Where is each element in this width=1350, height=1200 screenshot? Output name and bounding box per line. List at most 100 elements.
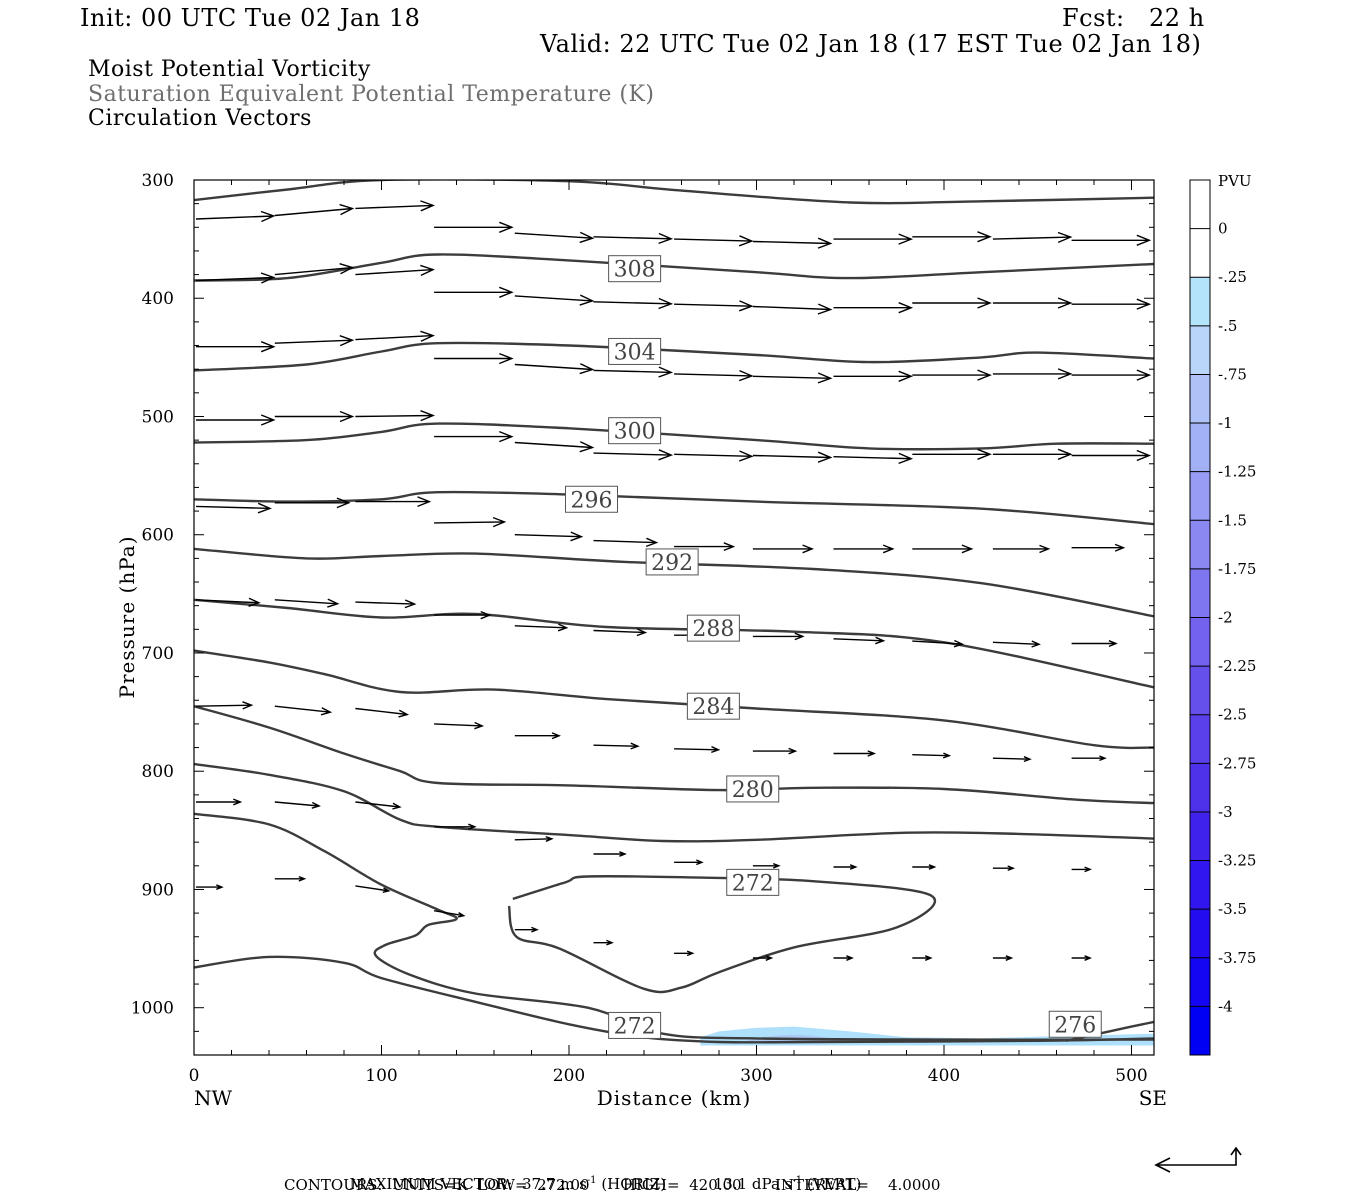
colorbar-label: -3.5 [1218, 900, 1247, 918]
circulation-vector [274, 335, 355, 347]
colorbar-label: -2 [1218, 609, 1233, 627]
plot-frame [193, 179, 1155, 1056]
colorbar-swatch [1190, 860, 1210, 910]
circulation-vector [274, 203, 355, 217]
x-tick-label: 500 [1115, 1066, 1147, 1086]
circulation-vector [274, 875, 307, 882]
circulation-vector [593, 232, 674, 245]
theta-e-contour [194, 180, 1154, 205]
horiz-note: (HORIZ) [601, 1175, 667, 1193]
circulation-vector [274, 263, 355, 276]
circulation-vector [674, 746, 721, 754]
circulation-vector [1071, 449, 1152, 462]
x-right-end-label: SE [1139, 1086, 1167, 1110]
colorbar-swatch [1190, 471, 1210, 521]
colorbar-swatch [1190, 617, 1210, 667]
contour-label: 292 [645, 548, 699, 576]
circulation-vector [514, 231, 595, 244]
circulation-vector [274, 410, 355, 423]
circulation-vector [833, 302, 914, 314]
circulation-vector [593, 939, 614, 946]
theta-e-contour [194, 253, 1154, 282]
circulation-vector [992, 231, 1073, 244]
x-tick-label: 300 [740, 1066, 772, 1086]
circulation-vector [1071, 955, 1092, 961]
circulation-vector [752, 451, 833, 463]
circulation-vector [434, 610, 492, 620]
colorbar-label: -2.25 [1218, 657, 1256, 675]
circulation-vector [752, 632, 805, 641]
colorbar-swatch [1190, 568, 1210, 618]
colorbar-label: -3.25 [1218, 852, 1256, 870]
colorbar-swatch [1190, 714, 1210, 764]
contour-label: 296 [565, 485, 618, 513]
circulation-vector [992, 865, 1016, 872]
circulation-vector [752, 544, 814, 554]
circulation-vector [833, 452, 914, 465]
colorbar-swatch [1190, 763, 1210, 813]
colorbar-swatch [1190, 666, 1210, 716]
circulation-vector [833, 636, 886, 645]
x-tick-label: 0 [189, 1066, 200, 1086]
colorbar-swatch [1190, 423, 1210, 473]
circulation-vector [992, 448, 1073, 460]
contour-label: 300 [608, 417, 662, 445]
contour-label-text: 296 [571, 488, 613, 513]
circulation-vector [593, 449, 674, 461]
y-tick-label: 900 [142, 880, 174, 900]
circulation-vector [274, 497, 351, 509]
circulation-vector [514, 441, 595, 453]
circulation-vector [355, 330, 435, 342]
circulation-vector [514, 363, 595, 375]
circulation-vector [355, 885, 391, 893]
y-tick-label: 600 [142, 526, 174, 546]
colorbar-label: -.25 [1218, 268, 1247, 286]
colorbar-swatch [1190, 277, 1210, 327]
colorbar-swatch [1190, 811, 1210, 862]
circulation-vector [514, 926, 539, 933]
x-axis-title: Distance (km) [597, 1086, 752, 1110]
contour-label-text: 280 [732, 778, 774, 803]
contour-label: 280 [726, 775, 780, 803]
x-tick-label: 100 [365, 1066, 397, 1086]
circulation-vector [833, 750, 877, 757]
circulation-vector [752, 955, 774, 961]
circulation-vector [514, 732, 561, 740]
colorbar-swatch [1190, 1006, 1210, 1056]
circulation-vector [833, 864, 858, 870]
vert-exponent: -1 [792, 1175, 803, 1186]
theta-e-contour [507, 875, 937, 994]
contour-label-text: 300 [614, 420, 656, 445]
circulation-vector [514, 294, 595, 306]
circulation-vector [593, 297, 674, 310]
field-title-thetae: Saturation Equivalent Potential Temperat… [88, 82, 655, 107]
theta-e-contour [194, 649, 1154, 750]
valid-time: Valid: 22 UTC Tue 02 Jan 18 (17 EST Tue … [540, 30, 1202, 58]
max-vector-horiz: 37.7 m s [521, 1175, 587, 1193]
circulation-vector [593, 851, 627, 857]
x-tick-label: 200 [553, 1066, 585, 1086]
colorbar-label: 0 [1218, 220, 1228, 238]
contour-label-text: 284 [692, 695, 734, 720]
circulation-vector [274, 801, 321, 809]
circulation-vector [195, 701, 254, 710]
circulation-vector [274, 598, 340, 608]
circulation-vector [912, 639, 965, 648]
forecast-hour: Fcst: 22 h [1062, 4, 1205, 32]
circulation-vector [992, 955, 1014, 961]
colorbar-title: PVU [1218, 172, 1252, 190]
circulation-vector [593, 537, 659, 548]
contour-label: 284 [686, 692, 740, 720]
colorbar-swatch [1190, 228, 1210, 278]
circulation-vector [752, 747, 798, 755]
circulation-vector [912, 297, 992, 309]
reference-vector-icon [1154, 1146, 1242, 1173]
circulation-vector [593, 628, 648, 637]
circulation-vector [434, 221, 514, 233]
circulation-vector [514, 531, 584, 542]
colorbar-label: -4 [1218, 997, 1233, 1015]
circulation-vector [833, 544, 895, 554]
circulation-vector [674, 235, 754, 247]
circulation-vector [833, 233, 914, 245]
contour-label-text: 272 [732, 871, 774, 896]
